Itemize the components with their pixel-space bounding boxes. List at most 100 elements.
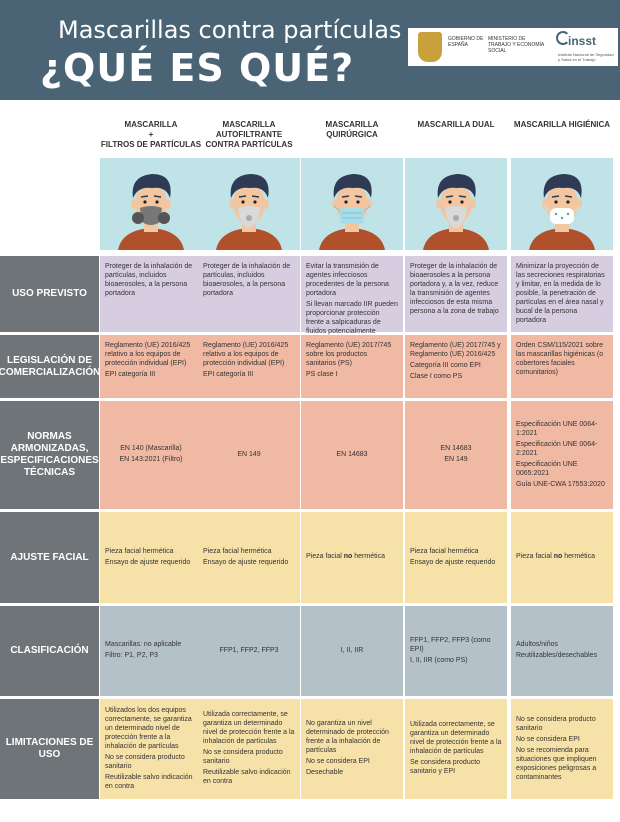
leg-cell-3: Reglamento (UE) 2017/745 sobre los produ… bbox=[301, 335, 403, 398]
uso-cell-5-text: Minimizar la proyección de las secrecion… bbox=[516, 263, 605, 324]
uso-cell-2-text: Proteger de la inhalación de partículas,… bbox=[203, 263, 291, 297]
nor-cell-3: EN 14683 bbox=[301, 401, 403, 509]
row-label-aju: AJUSTE FACIAL bbox=[0, 512, 99, 603]
row-label-uso: USO PREVISTO bbox=[0, 256, 99, 332]
column-header-1: MASCARILLA + FILTROS DE PARTÍCULAS bbox=[100, 120, 202, 149]
lim-cell-2-text: Reutilizable salvo indicación en contra bbox=[203, 769, 291, 785]
cla-cell-2-text: FFP1, FFP2, FFP3 bbox=[219, 646, 279, 654]
cla-cell-4: FFP1, FFP2, FFP3 (como EPI) I, II, IIR (c… bbox=[405, 606, 507, 696]
uso-cell-1: Proteger de la inhalación de partículas,… bbox=[100, 256, 202, 332]
uso-cell-1-text: Proteger de la inhalación de partículas,… bbox=[105, 263, 193, 297]
cla-cell-1-text: Mascarillas: no aplicable bbox=[105, 641, 182, 648]
aju-cell-1: Pieza facial hermética Ensayo de ajuste r… bbox=[100, 512, 202, 603]
column-header-3: MASCARILLA QUIRÚRGICA bbox=[325, 120, 379, 139]
row-label-nor: NORMAS ARMONIZADAS, ESPECIFICACIONES TÉC… bbox=[0, 401, 99, 509]
cla-cell-3-text: I, II, IIR bbox=[340, 646, 364, 654]
lim-cell-5: No se considera producto sanitario No se … bbox=[511, 699, 613, 799]
insst-logo-icon bbox=[556, 31, 570, 45]
nor-cell-5-text: Guía UNE-CWA 17553:2020 bbox=[516, 480, 605, 488]
lim-cell-5-text: No se considera EPI bbox=[516, 735, 580, 743]
uso-cell-5: Minimizar la proyección de las secrecion… bbox=[511, 256, 613, 332]
title-line-1: Mascarillas contra partículas bbox=[58, 16, 402, 44]
nor-cell-4: EN 14683 EN 149 bbox=[405, 401, 507, 509]
lim-cell-4-text: Se considera producto sanitario y EPI bbox=[410, 759, 481, 775]
title-line-2: ¿QUÉ ES QUÉ? bbox=[40, 46, 355, 90]
lim-cell-5-text: No se recomienda para situaciones que im… bbox=[516, 746, 597, 781]
lim-cell-3-text: Desechable bbox=[306, 769, 343, 776]
aju-cell-4-text: Ensayo de ajuste requerido bbox=[410, 558, 496, 566]
lim-cell-2-text: Utilizada correctamente, se garantiza un… bbox=[203, 711, 295, 745]
aju-cell-5-text: Pieza facial no hermética bbox=[516, 553, 595, 560]
gov-label: GOBIERNO DE ESPAÑA bbox=[448, 36, 484, 48]
aju-cell-4-text: Pieza facial hermética bbox=[410, 547, 479, 555]
lim-cell-4: Utilizada correctamente, se garantiza un… bbox=[405, 699, 507, 799]
leg-cell-1-text: Reglamento (UE) 2016/425 relativo a los … bbox=[105, 342, 191, 367]
aju-cell-2-text: Ensayo de ajuste requerido bbox=[203, 558, 289, 566]
uso-cell-3-text: Evitar la transmisión de agentes infecci… bbox=[306, 263, 389, 297]
hygienic-mask-portrait-icon bbox=[511, 158, 613, 250]
aju-cell-1-text: Pieza facial hermética bbox=[105, 547, 174, 555]
cla-cell-4-text: I, II, IIR (como PS) bbox=[410, 656, 468, 664]
leg-cell-2-text: EPI categoría III bbox=[203, 371, 254, 378]
lim-cell-4-text: Utilizada correctamente, se garantiza un… bbox=[410, 721, 502, 755]
aju-cell-2: Pieza facial hermética Ensayo de ajuste r… bbox=[198, 512, 300, 603]
logo-box: GOBIERNO DE ESPAÑA MINISTERIO DE TRABAJO… bbox=[408, 28, 618, 66]
insst-sub-label: Instituto Nacional de Seguridad y Salud … bbox=[558, 52, 614, 62]
header-banner: Mascarillas contra partículas ¿QUÉ ES QU… bbox=[0, 0, 620, 100]
aju-cell-1-text: Ensayo de ajuste requerido bbox=[105, 558, 191, 566]
nor-cell-5-text: Especificación UNE 0065:2021 bbox=[516, 460, 578, 477]
dual-mask-portrait-icon bbox=[405, 158, 507, 250]
nor-cell-1-text: EN 143:2021 (Filtro) bbox=[119, 456, 183, 463]
leg-cell-4-text: Categoría III como EPI bbox=[410, 362, 481, 369]
cla-cell-5: Adultos/niños Reutilizables/desechables bbox=[511, 606, 613, 696]
row-label-cla: CLASIFICACIÓN bbox=[0, 606, 99, 696]
aju-cell-3: Pieza facial no hermética bbox=[301, 512, 403, 603]
lim-cell-1-text: Utilizados los dos equipos correctamente… bbox=[105, 706, 192, 750]
leg-cell-2-text: Reglamento (UE) 2016/425 relativo a los … bbox=[203, 342, 289, 367]
cla-cell-5-text: Reutilizables/desechables bbox=[516, 652, 597, 659]
leg-cell-1: Reglamento (UE) 2016/425 relativo a los … bbox=[100, 335, 202, 398]
nor-cell-5-text: Especificación UNE 0064-1:2021 bbox=[516, 420, 598, 437]
lim-cell-1: Utilizados los dos equipos correctamente… bbox=[100, 699, 202, 799]
lim-cell-2: Utilizada correctamente, se garantiza un… bbox=[198, 699, 300, 799]
leg-cell-3-text: PS clase I bbox=[306, 371, 338, 378]
lim-cell-2-text: No se considera producto sanitario bbox=[203, 749, 283, 765]
column-header-4: MASCARILLA DUAL bbox=[417, 120, 495, 129]
lim-cell-1-text: No se considera producto sanitario bbox=[105, 753, 185, 770]
nor-cell-2-text: EN 149 bbox=[237, 450, 261, 458]
nor-cell-5-text: Especificación UNE 0064-2:2021 bbox=[516, 440, 598, 457]
respirator-mask-portrait-icon bbox=[100, 158, 202, 250]
spain-coat-of-arms-icon bbox=[418, 32, 442, 62]
nor-cell-1-text: EN 140 (Mascarilla) bbox=[120, 445, 182, 452]
leg-cell-1-text: EPI categoría III bbox=[105, 371, 156, 378]
leg-cell-4: Reglamento (UE) 2017/745 y Reglamento (U… bbox=[405, 335, 507, 398]
nor-cell-4-text: EN 14683 bbox=[440, 445, 472, 452]
lim-cell-1-text: Reutilizable salvo indicación en contra bbox=[105, 773, 193, 790]
lim-cell-3-text: No garantiza un nivel determinado de pro… bbox=[306, 720, 389, 754]
aju-cell-5: Pieza facial no hermética bbox=[511, 512, 613, 603]
cla-cell-2: FFP1, FFP2, FFP3 bbox=[198, 606, 300, 696]
aju-cell-4: Pieza facial hermética Ensayo de ajuste r… bbox=[405, 512, 507, 603]
nor-cell-5: Especificación UNE 0064-1:2021 Especifica… bbox=[511, 401, 613, 509]
column-header-2: MASCARILLA AUTOFILTRANTE CONTRA PARTÍCUL… bbox=[205, 120, 293, 149]
column-header-5: MASCARILLA HIGIÉNICA bbox=[513, 120, 611, 129]
nor-cell-4-text: EN 149 bbox=[444, 456, 468, 463]
leg-cell-5: Orden CSM/115/2021 sobre las mascarillas… bbox=[511, 335, 613, 398]
leg-cell-5-text: Orden CSM/115/2021 sobre las mascarillas… bbox=[516, 342, 604, 376]
leg-cell-4-text: Clase I como PS bbox=[410, 373, 463, 380]
row-label-leg: LEGISLACIÓN DE COMERCIALIZACIÓN bbox=[0, 335, 100, 398]
nor-cell-3-text: EN 14683 bbox=[336, 450, 368, 458]
aju-cell-3-text: Pieza facial no hermética bbox=[306, 553, 385, 560]
nor-cell-1: EN 140 (Mascarilla) EN 143:2021 (Filtro) bbox=[100, 401, 202, 509]
cla-cell-4-text: FFP1, FFP2, FFP3 (como EPI) bbox=[410, 636, 491, 653]
lim-cell-5-text: No se considera producto sanitario bbox=[516, 715, 596, 732]
cla-cell-1-text: Filtro: P1, P2, P3 bbox=[105, 652, 158, 659]
cla-cell-3: I, II, IIR bbox=[301, 606, 403, 696]
ministry-label: MINISTERIO DE TRABAJO Y ECONOMÍA SOCIAL bbox=[488, 36, 544, 54]
leg-cell-4-text: Reglamento (UE) 2017/745 y Reglamento (U… bbox=[410, 342, 501, 358]
lim-cell-3: No garantiza un nivel determinado de pro… bbox=[301, 699, 403, 799]
surgical-mask-portrait-icon bbox=[301, 158, 403, 250]
insst-label: insst bbox=[568, 34, 597, 48]
ffp-mask-portrait-icon bbox=[198, 158, 300, 250]
row-label-lim: LIMITACIONES DE USO bbox=[0, 699, 99, 799]
